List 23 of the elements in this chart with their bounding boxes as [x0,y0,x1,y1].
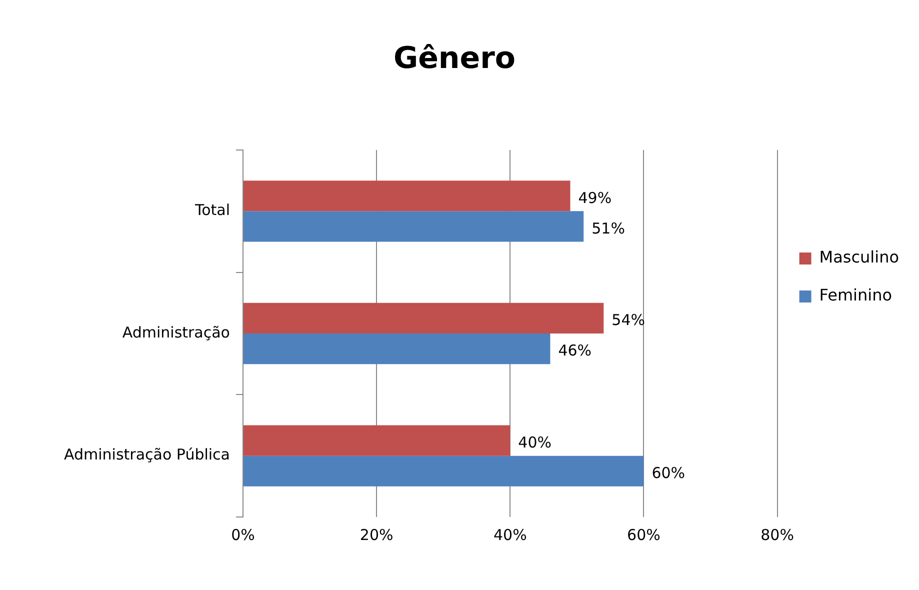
y-tick-label: Administração [122,323,230,342]
bar [244,180,570,212]
legend-label: Masculino [819,248,899,267]
chart-title: Gênero [393,40,516,76]
y-tick-label: Administração Pública [64,446,230,464]
data-label: 49% [578,188,612,207]
bar [244,425,510,456]
data-label: 54% [612,311,645,330]
y-tick-label: Total [194,201,230,220]
x-tick-label: 0% [231,526,255,544]
bar [244,211,584,242]
data-label: 46% [558,342,592,360]
data-label: 40% [518,433,552,452]
x-tick-label: 20% [360,526,394,544]
data-label: 60% [652,464,686,482]
data-label: 51% [592,219,625,238]
bar [244,302,604,334]
legend-label: Feminino [819,286,892,305]
bar [244,334,550,364]
x-tick-label: 40% [493,526,527,544]
x-tick-label: 80% [760,526,794,544]
x-tick-label: 60% [627,526,660,544]
bar [244,456,644,486]
